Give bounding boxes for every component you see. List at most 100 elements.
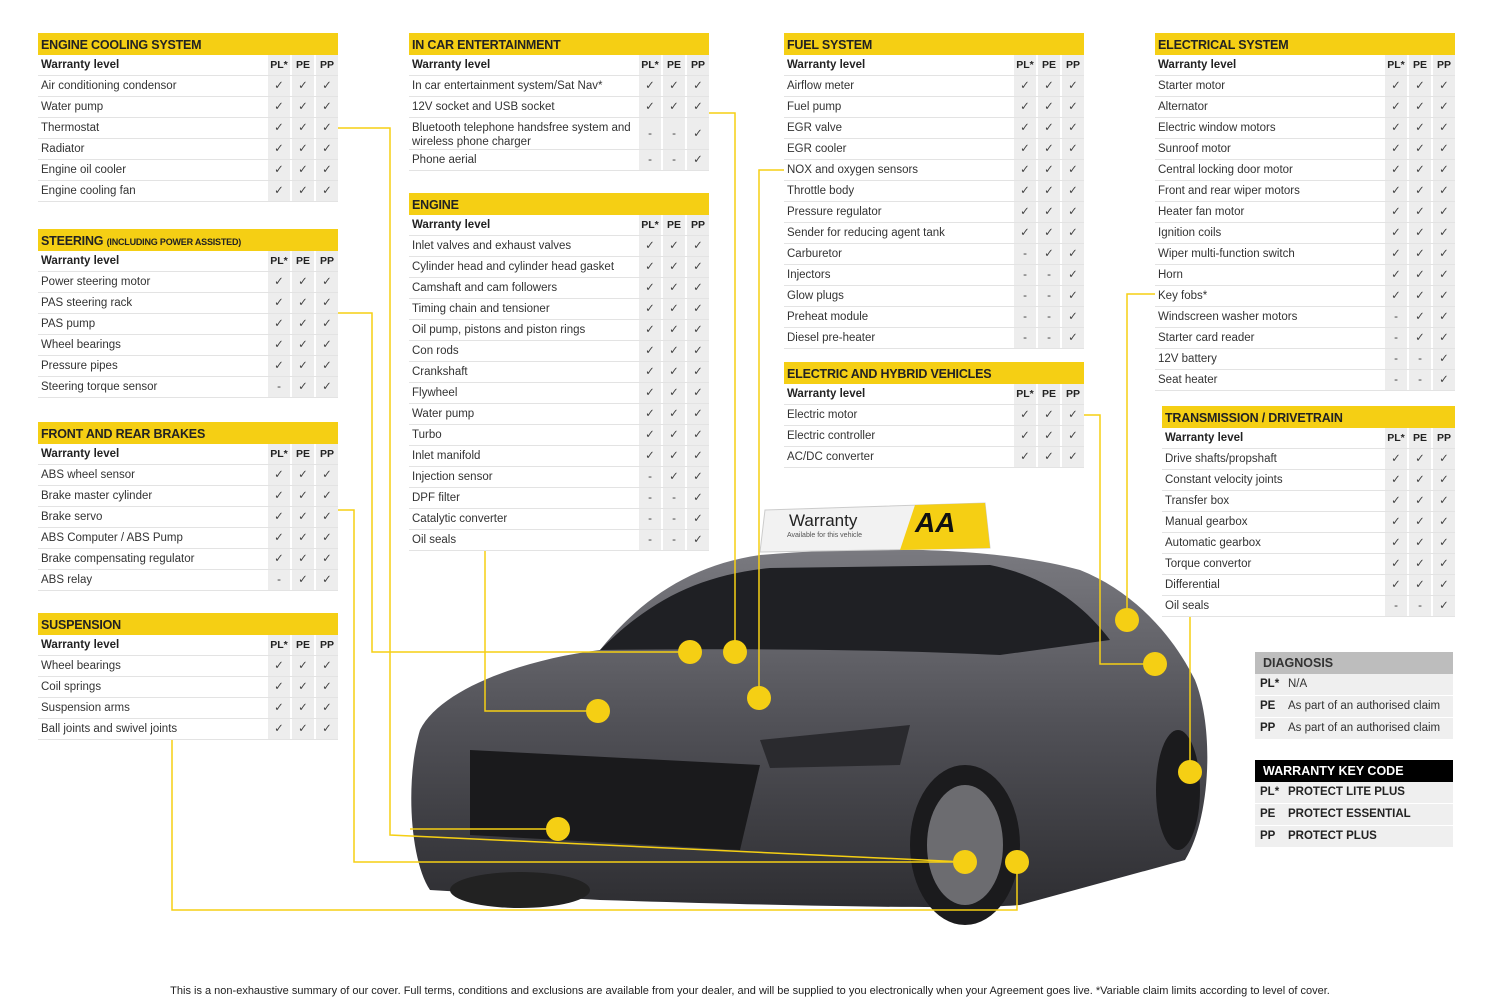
check-icon: ✓: [1407, 76, 1431, 96]
check-icon: ✓: [290, 507, 314, 527]
component-name: Inlet manifold: [409, 446, 637, 466]
check-icon: ✓: [685, 97, 709, 117]
warranty-level-label: Warranty level: [1162, 428, 1383, 448]
check-icon: ✓: [1036, 405, 1060, 425]
warranty-roof-sign: Warranty Available for this vehicle AA: [765, 503, 985, 551]
dash-icon: -: [1012, 328, 1036, 348]
table-row: EGR valve ✓ ✓ ✓: [784, 118, 1084, 139]
component-name: Alternator: [1155, 97, 1383, 117]
check-icon: ✓: [661, 362, 685, 382]
table-row: Throttle body ✓ ✓ ✓: [784, 181, 1084, 202]
check-icon: ✓: [685, 320, 709, 340]
warranty-sign-shape: [759, 502, 991, 553]
level-header: PP: [1431, 428, 1455, 448]
component-name: Glow plugs: [784, 286, 1012, 306]
check-icon: ✓: [266, 677, 290, 697]
table-title: FRONT AND REAR BRAKES: [38, 422, 338, 444]
component-name: Crankshaft: [409, 362, 637, 382]
check-icon: ✓: [290, 97, 314, 117]
column-header-row: Warranty level PL* PE PP: [409, 215, 709, 236]
check-icon: ✓: [1060, 244, 1084, 264]
check-icon: ✓: [266, 293, 290, 313]
hotspot-dots: [546, 608, 1202, 874]
level-header: PL*: [266, 55, 290, 75]
check-icon: ✓: [1383, 76, 1407, 96]
table-row: Starter card reader - ✓ ✓: [1155, 328, 1455, 349]
component-name: ABS wheel sensor: [38, 465, 266, 485]
table-row: Drive shafts/propshaft ✓ ✓ ✓: [1162, 449, 1455, 470]
table-row: Differential ✓ ✓ ✓: [1162, 575, 1455, 596]
check-icon: ✓: [661, 320, 685, 340]
check-icon: ✓: [1036, 223, 1060, 243]
table-title-text: ENGINE COOLING SYSTEM: [41, 38, 202, 52]
check-icon: ✓: [314, 377, 338, 397]
check-icon: ✓: [1431, 160, 1455, 180]
component-name: Pressure pipes: [38, 356, 266, 376]
check-icon: ✓: [685, 150, 709, 170]
dash-icon: -: [1012, 307, 1036, 327]
check-icon: ✓: [1407, 139, 1431, 159]
check-icon: ✓: [290, 335, 314, 355]
check-icon: ✓: [266, 76, 290, 96]
check-icon: ✓: [1383, 118, 1407, 138]
check-icon: ✓: [1036, 76, 1060, 96]
check-icon: ✓: [1431, 265, 1455, 285]
check-icon: ✓: [1431, 554, 1455, 574]
check-icon: ✓: [1407, 470, 1431, 490]
table-row: Electric controller ✓ ✓ ✓: [784, 426, 1084, 447]
level-header: PP: [685, 55, 709, 75]
check-icon: ✓: [1383, 286, 1407, 306]
component-name: Electric motor: [784, 405, 1012, 425]
check-icon: ✓: [314, 549, 338, 569]
level-header: PL*: [266, 251, 290, 271]
check-icon: ✓: [1407, 512, 1431, 532]
table-row: EGR cooler ✓ ✓ ✓: [784, 139, 1084, 160]
component-name: Oil seals: [1162, 596, 1383, 616]
component-name: Brake compensating regulator: [38, 549, 266, 569]
component-name: Engine oil cooler: [38, 160, 266, 180]
level-header: PP: [314, 55, 338, 75]
check-icon: ✓: [1383, 533, 1407, 553]
check-icon: ✓: [1012, 118, 1036, 138]
table-row: ABS Computer / ABS Pump ✓ ✓ ✓: [38, 528, 338, 549]
table-row: Electric motor ✓ ✓ ✓: [784, 405, 1084, 426]
dash-icon: -: [266, 377, 290, 397]
check-icon: ✓: [685, 530, 709, 550]
component-name: Throttle body: [784, 181, 1012, 201]
check-icon: ✓: [685, 278, 709, 298]
column-header-row: Warranty level PL* PE PP: [784, 384, 1084, 405]
check-icon: ✓: [266, 507, 290, 527]
steering-table: STEERING (INCLUDING POWER ASSISTED) Warra…: [38, 229, 338, 398]
dash-icon: -: [1036, 286, 1060, 306]
check-icon: ✓: [314, 293, 338, 313]
check-icon: ✓: [1431, 449, 1455, 469]
check-icon: ✓: [1407, 244, 1431, 264]
table-row: Engine oil cooler ✓ ✓ ✓: [38, 160, 338, 181]
dash-icon: -: [661, 118, 685, 149]
component-name: Manual gearbox: [1162, 512, 1383, 532]
check-icon: ✓: [1012, 76, 1036, 96]
check-icon: ✓: [685, 488, 709, 508]
level-header: PE: [661, 55, 685, 75]
table-row: Central locking door motor ✓ ✓ ✓: [1155, 160, 1455, 181]
check-icon: ✓: [637, 446, 661, 466]
check-icon: ✓: [685, 425, 709, 445]
warranty-level-label: Warranty level: [38, 55, 266, 75]
check-icon: ✓: [1036, 244, 1060, 264]
table-row: Heater fan motor ✓ ✓ ✓: [1155, 202, 1455, 223]
warranty-level-label: Warranty level: [38, 635, 266, 655]
check-icon: ✓: [290, 76, 314, 96]
check-icon: ✓: [637, 320, 661, 340]
component-name: In car entertainment system/Sat Nav*: [409, 76, 637, 96]
component-name: Water pump: [38, 97, 266, 117]
check-icon: ✓: [266, 139, 290, 159]
check-icon: ✓: [1383, 449, 1407, 469]
level-header: PP: [314, 444, 338, 464]
component-name: Sunroof motor: [1155, 139, 1383, 159]
check-icon: ✓: [1431, 181, 1455, 201]
check-icon: ✓: [1407, 118, 1431, 138]
check-icon: ✓: [1431, 512, 1455, 532]
check-icon: ✓: [314, 160, 338, 180]
table-row: Electric window motors ✓ ✓ ✓: [1155, 118, 1455, 139]
check-icon: ✓: [661, 97, 685, 117]
